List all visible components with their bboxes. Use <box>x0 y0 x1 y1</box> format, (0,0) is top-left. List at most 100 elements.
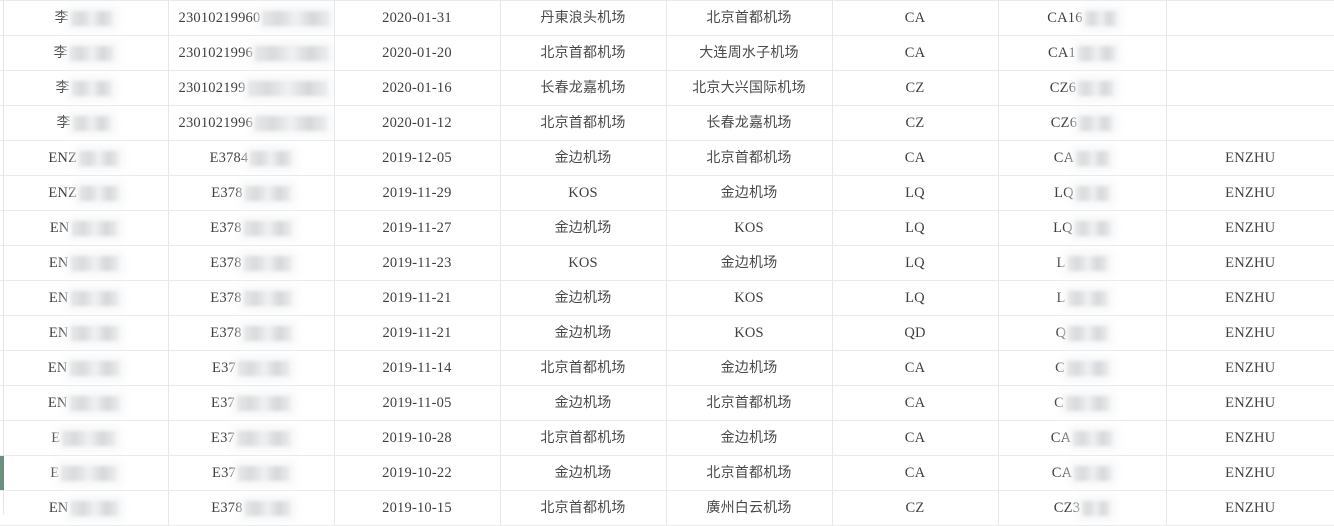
cell-destination-airport[interactable]: KOS <box>666 315 833 351</box>
cell-airline-code[interactable]: CZ <box>832 105 999 141</box>
cell-date[interactable]: 2019-11-27 <box>334 210 501 246</box>
cell-destination-airport[interactable]: 金边机场 <box>666 245 833 281</box>
cell-id-number[interactable]: E3784 <box>168 140 335 176</box>
cell-destination-airport[interactable]: 北京大兴国际机场 <box>666 70 833 106</box>
cell-name[interactable]: EN <box>0 490 169 526</box>
cell-operator[interactable]: ENZHU <box>1166 280 1334 316</box>
cell-airline-code[interactable]: CA <box>832 385 999 421</box>
cell-destination-airport[interactable]: 金边机场 <box>666 420 833 456</box>
table-row[interactable]: 李 2301021996 2020-01-20 北京首都机场 大连周水子机场 CA CA1 <box>0 35 1334 71</box>
cell-airline-code[interactable]: LQ <box>832 210 999 246</box>
cell-origin-airport[interactable]: 金边机场 <box>500 140 667 176</box>
cell-id-number[interactable]: E378 <box>168 210 335 246</box>
cell-name[interactable]: EN <box>0 280 169 316</box>
table-row[interactable]: ENZ E378 2019-11-29 KOS 金边机场 LQ LQ ENZHU <box>0 175 1334 211</box>
table-row[interactable]: E E37 2019-10-28 北京首都机场 金边机场 CA CA ENZHU <box>0 420 1334 456</box>
cell-date[interactable]: 2020-01-12 <box>334 105 501 141</box>
cell-operator[interactable]: ENZHU <box>1166 175 1334 211</box>
table-row[interactable]: ENZ E3784 2019-12-05 金边机场 北京首都机场 CA CA ENZHU <box>0 140 1334 176</box>
cell-operator[interactable]: ENZHU <box>1166 315 1334 351</box>
table-row[interactable]: EN E378 2019-11-21 金边机场 KOS QD Q ENZHU <box>0 315 1334 351</box>
cell-flight-number[interactable]: CA1 <box>998 35 1167 71</box>
cell-airline-code[interactable]: LQ <box>832 175 999 211</box>
cell-origin-airport[interactable]: 长春龙嘉机场 <box>500 70 667 106</box>
cell-name[interactable]: E <box>0 455 169 491</box>
cell-airline-code[interactable]: CA <box>832 455 999 491</box>
cell-name[interactable]: E <box>0 420 169 456</box>
cell-destination-airport[interactable]: 北京首都机场 <box>666 385 833 421</box>
cell-name[interactable]: EN <box>0 245 169 281</box>
cell-airline-code[interactable]: QD <box>832 315 999 351</box>
cell-origin-airport[interactable]: 北京首都机场 <box>500 490 667 526</box>
cell-date[interactable]: 2020-01-20 <box>334 35 501 71</box>
cell-id-number[interactable]: E378 <box>168 245 335 281</box>
cell-name[interactable]: 李 <box>0 35 169 71</box>
cell-id-number[interactable]: E37 <box>168 385 335 421</box>
cell-id-number[interactable]: E378 <box>168 315 335 351</box>
cell-operator[interactable] <box>1166 0 1334 36</box>
cell-flight-number[interactable]: CZ6 <box>998 105 1167 141</box>
table-row[interactable]: EN E37 2019-11-14 北京首都机场 金边机场 CA C ENZHU <box>0 350 1334 386</box>
cell-operator[interactable]: ENZHU <box>1166 455 1334 491</box>
cell-operator[interactable]: ENZHU <box>1166 210 1334 246</box>
cell-airline-code[interactable]: CZ <box>832 490 999 526</box>
cell-flight-number[interactable]: CA16 <box>998 0 1167 36</box>
cell-flight-number[interactable]: Q <box>998 315 1167 351</box>
cell-operator[interactable]: ENZHU <box>1166 385 1334 421</box>
cell-id-number[interactable]: 2301021996 <box>168 35 335 71</box>
table-row[interactable]: 李 23010219960 2020-01-31 丹東浪头机场 北京首都机场 CA CA16 <box>0 0 1334 36</box>
table-row[interactable]: EN E378 2019-11-21 金边机场 KOS LQ L ENZHU <box>0 280 1334 316</box>
cell-date[interactable]: 2019-11-23 <box>334 245 501 281</box>
cell-origin-airport[interactable]: 北京首都机场 <box>500 35 667 71</box>
cell-id-number[interactable]: 23010219960 <box>168 0 335 36</box>
cell-flight-number[interactable]: C <box>998 350 1167 386</box>
table-row[interactable]: EN E378 2019-10-15 北京首都机场 廣州白云机场 CZ CZ3 ENZHU <box>0 490 1334 526</box>
cell-operator[interactable]: ENZHU <box>1166 490 1334 526</box>
cell-destination-airport[interactable]: 长春龙嘉机场 <box>666 105 833 141</box>
cell-origin-airport[interactable]: 北京首都机场 <box>500 105 667 141</box>
cell-name[interactable]: 李 <box>0 0 169 36</box>
cell-flight-number[interactable]: L <box>998 245 1167 281</box>
cell-flight-number[interactable]: CZ6 <box>998 70 1167 106</box>
cell-date[interactable]: 2019-12-05 <box>334 140 501 176</box>
cell-operator[interactable] <box>1166 70 1334 106</box>
cell-destination-airport[interactable]: 廣州白云机场 <box>666 490 833 526</box>
cell-operator[interactable]: ENZHU <box>1166 350 1334 386</box>
cell-name[interactable]: ENZ <box>0 175 169 211</box>
cell-destination-airport[interactable]: 金边机场 <box>666 175 833 211</box>
cell-origin-airport[interactable]: 金边机场 <box>500 210 667 246</box>
cell-name[interactable]: EN <box>0 210 169 246</box>
cell-id-number[interactable]: E378 <box>168 175 335 211</box>
cell-origin-airport[interactable]: 金边机场 <box>500 385 667 421</box>
cell-origin-airport[interactable]: 北京首都机场 <box>500 420 667 456</box>
cell-flight-number[interactable]: LQ <box>998 175 1167 211</box>
cell-airline-code[interactable]: CA <box>832 350 999 386</box>
table-row[interactable]: 李 2301021996 2020-01-12 北京首都机场 长春龙嘉机场 CZ CZ6 <box>0 105 1334 141</box>
cell-destination-airport[interactable]: 北京首都机场 <box>666 140 833 176</box>
cell-flight-number[interactable]: CA <box>998 420 1167 456</box>
cell-destination-airport[interactable]: 大连周水子机场 <box>666 35 833 71</box>
cell-date[interactable]: 2020-01-16 <box>334 70 501 106</box>
cell-date[interactable]: 2019-11-21 <box>334 280 501 316</box>
cell-flight-number[interactable]: CA <box>998 140 1167 176</box>
cell-origin-airport[interactable]: 金边机场 <box>500 455 667 491</box>
cell-flight-number[interactable]: LQ <box>998 210 1167 246</box>
cell-origin-airport[interactable]: KOS <box>500 245 667 281</box>
table-row[interactable]: 李 230102199 2020-01-16 长春龙嘉机场 北京大兴国际机场 CZ CZ6 <box>0 70 1334 106</box>
cell-date[interactable]: 2019-10-28 <box>334 420 501 456</box>
cell-name[interactable]: 李 <box>0 70 169 106</box>
cell-id-number[interactable]: E378 <box>168 490 335 526</box>
cell-destination-airport[interactable]: 北京首都机场 <box>666 0 833 36</box>
cell-operator[interactable] <box>1166 105 1334 141</box>
cell-name[interactable]: EN <box>0 350 169 386</box>
table-row[interactable]: EN E378 2019-11-27 金边机场 KOS LQ LQ ENZHU <box>0 210 1334 246</box>
cell-operator[interactable]: ENZHU <box>1166 420 1334 456</box>
cell-date[interactable]: 2019-11-21 <box>334 315 501 351</box>
cell-airline-code[interactable]: LQ <box>832 280 999 316</box>
cell-date[interactable]: 2019-11-14 <box>334 350 501 386</box>
cell-destination-airport[interactable]: 北京首都机场 <box>666 455 833 491</box>
cell-destination-airport[interactable]: KOS <box>666 210 833 246</box>
